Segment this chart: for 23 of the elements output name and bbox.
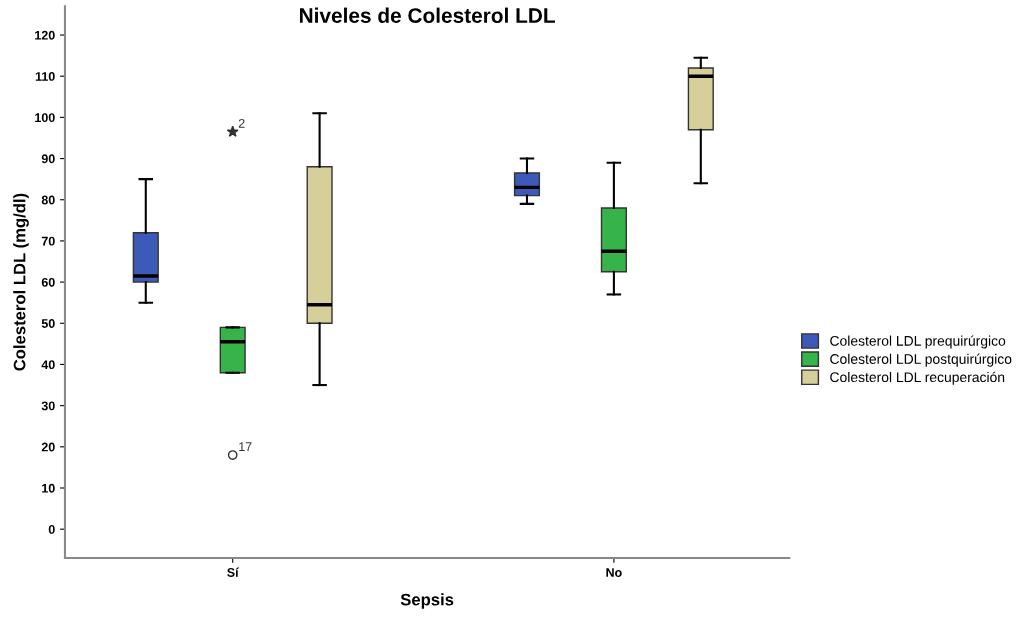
y-tick-label: 30 xyxy=(41,401,55,411)
y-tick-label: 80 xyxy=(41,195,55,205)
y-tick-label: 70 xyxy=(41,236,55,246)
y-tick-label: 20 xyxy=(41,442,55,452)
y-tick-label: 100 xyxy=(35,113,55,123)
annotation: 17 xyxy=(239,442,252,451)
y-tick-label: 90 xyxy=(41,154,55,164)
legend-label: Colesterol LDL recuperación xyxy=(830,371,1005,385)
y-tick-label: 40 xyxy=(41,360,55,370)
y-tick-label: 120 xyxy=(35,30,55,40)
legend-label: Colesterol LDL prequirúrgico xyxy=(830,335,1006,349)
annotation: 2 xyxy=(238,118,245,128)
y-tick-label: 110 xyxy=(35,72,55,81)
y-tick-label: 0 xyxy=(48,524,55,534)
chart-title: Niveles de Colesterol LDL xyxy=(299,7,555,23)
x-tick-label: No xyxy=(606,568,622,577)
x-axis-title: Sepsis xyxy=(400,593,454,609)
legend-label: Colesterol LDL postquirúrgico xyxy=(830,353,1012,367)
y-tick-label: 50 xyxy=(41,319,55,328)
x-tick-label: Sí xyxy=(227,567,239,577)
y-axis-title: Colesterol LDL (mg/dl) xyxy=(13,193,29,371)
y-tick-label: 60 xyxy=(41,277,55,287)
y-tick-label: 10 xyxy=(42,483,55,493)
